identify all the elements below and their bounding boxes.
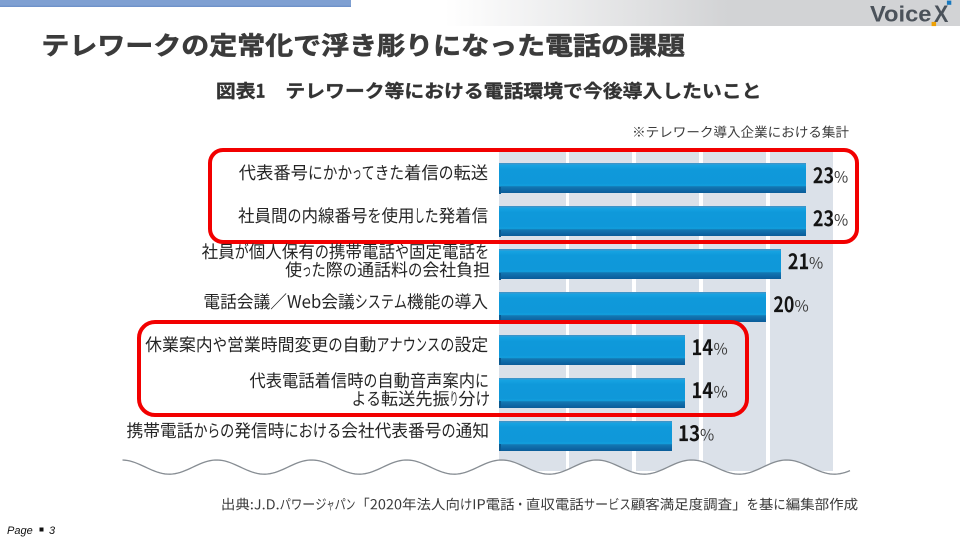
- svg-text:3: 3: [49, 525, 56, 537]
- svg-text:Page: Page: [7, 525, 33, 537]
- svg-text:Voice: Voice: [870, 1, 932, 26]
- svg-text:X: X: [934, 1, 949, 28]
